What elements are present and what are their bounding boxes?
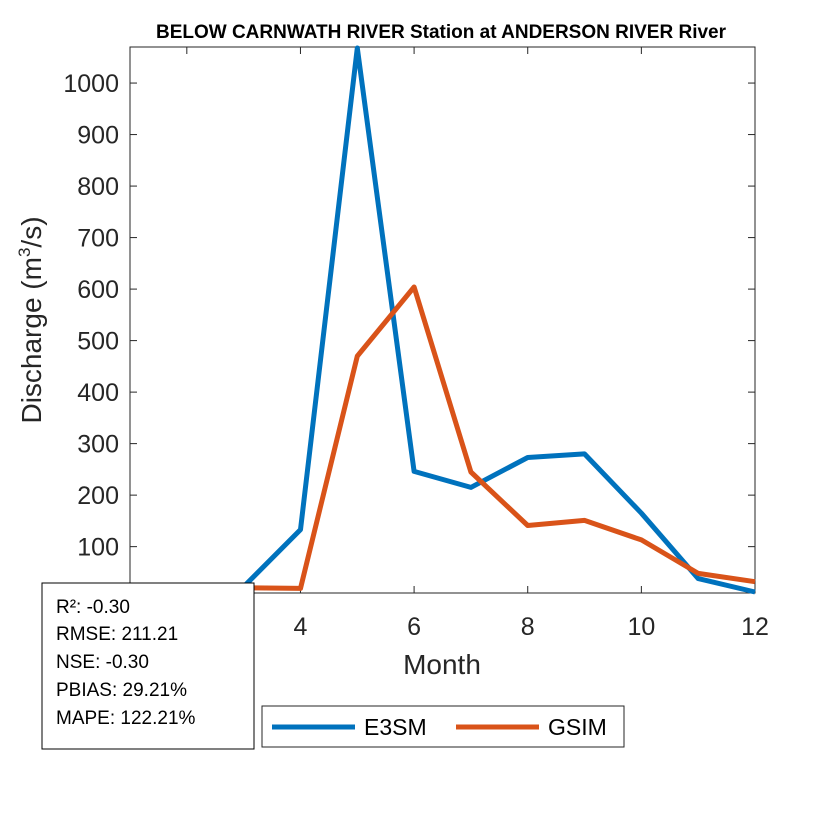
plot-frame [129,46,756,594]
y-tick-label: 600 [77,276,119,304]
x-tick-label: 8 [521,613,535,641]
stat-rmse: RMSE: 211.21 [56,624,178,645]
chart-title: BELOW CARNWATH RIVER Station at ANDERSON… [156,22,727,43]
y-tick-label: 800 [77,173,119,201]
stats-box-frame [41,582,255,750]
y-tick-label: 1000 [63,70,119,98]
x-tick-label: 4 [294,613,308,641]
x-tick-label: 6 [407,613,421,641]
x-axis-label: Month [403,649,481,680]
y-axis-label: Discharge (m3/s) [15,216,47,423]
x-tick-label: 12 [741,613,769,641]
stats-box: R²: -0.30 RMSE: 211.21 NSE: -0.30 PBIAS:… [41,582,255,750]
y-axis-label-superscript: 3 [15,248,34,257]
stat-nse: NSE: -0.30 [56,652,149,673]
y-tick-label: 100 [77,534,119,562]
y-tick-label: 200 [77,482,119,510]
stat-mape: MAPE: 122.21% [56,708,196,729]
y-tick-label: 400 [77,379,119,407]
y-tick-label: 700 [77,225,119,253]
x-tick-label: 10 [627,613,655,641]
legend: E3SM GSIM [261,705,625,748]
y-tick-label: 300 [77,431,119,459]
legend-label-gsim: GSIM [548,714,607,740]
stat-r2: R²: -0.30 [56,597,130,618]
stat-pbias: PBIAS: 29.21% [56,680,187,701]
y-tick-label: 500 [77,328,119,356]
y-tick-label: 900 [77,122,119,150]
legend-label-e3sm: E3SM [364,714,427,740]
